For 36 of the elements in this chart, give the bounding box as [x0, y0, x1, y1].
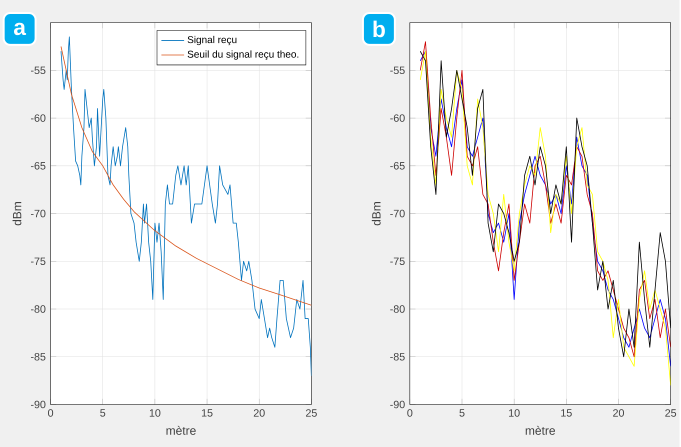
text: b	[373, 20, 385, 38]
y-tick-label: -60	[30, 114, 46, 122]
x-axis-title: mètre	[166, 426, 196, 435]
y-axis-title: dBm	[12, 202, 22, 226]
x-tick-label: 10	[150, 409, 160, 417]
x-tick-label: 0	[407, 409, 412, 417]
x-tick-label: 5	[100, 409, 106, 417]
x-tick-label: 10	[509, 409, 520, 417]
y-tick-label: -75	[390, 258, 405, 265]
y-tick-label: -70	[30, 210, 46, 218]
y-tick-label: -80	[390, 305, 405, 313]
y-axis-title: dBm	[372, 202, 381, 226]
y-tick-label: -75	[30, 258, 46, 265]
x-tick-label: 20	[254, 409, 265, 417]
x-tick-label: 0	[48, 409, 54, 417]
x-tick-label: 15	[202, 409, 213, 417]
legend-label: Seuil du signal reçu theo.	[188, 50, 298, 60]
x-tick-label: 15	[561, 409, 572, 417]
x-tick-label: 25	[306, 409, 317, 417]
y-tick-label: -90	[30, 400, 46, 408]
y-tick-label: -85	[390, 352, 405, 360]
x-tick-label: 5	[459, 409, 465, 417]
y-tick-label: -70	[390, 210, 405, 218]
legend-label: Signal reçu	[188, 36, 236, 46]
x-tick-label: 25	[665, 409, 676, 417]
text: a	[14, 22, 26, 36]
y-tick-label: -90	[390, 400, 405, 408]
y-tick-label: -55	[390, 66, 405, 74]
x-axis-title: mètre	[526, 426, 556, 435]
y-tick-label: -65	[30, 162, 46, 170]
y-tick-label: -55	[30, 66, 46, 74]
y-tick-label: -80	[30, 305, 46, 313]
x-tick-label: 20	[613, 409, 624, 417]
y-tick-label: -60	[390, 114, 405, 122]
y-tick-label: -65	[390, 162, 405, 170]
y-tick-label: -85	[30, 352, 46, 360]
